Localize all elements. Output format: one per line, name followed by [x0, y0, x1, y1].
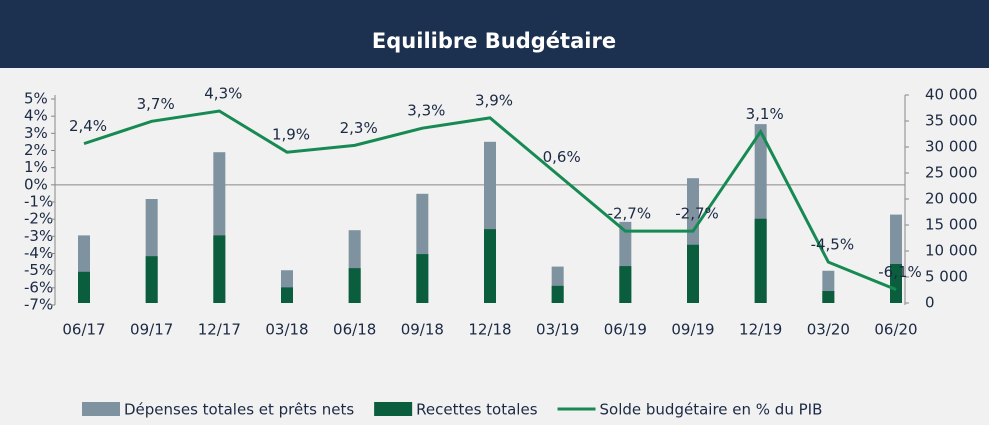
bar	[822, 291, 835, 303]
y2-tick-label: 15 000	[925, 216, 978, 234]
bar	[619, 266, 632, 303]
bar	[281, 287, 293, 303]
chart-title: Equilibre Budgétaire	[372, 29, 616, 53]
y-tick-label: 4%	[24, 107, 48, 125]
x-tick-label: 03/19	[536, 321, 579, 339]
data-label: -2,7%	[675, 205, 719, 223]
data-label: 3,1%	[746, 105, 784, 123]
bar	[348, 268, 361, 303]
y-tick-label: -3%	[24, 227, 53, 245]
data-label: 3,9%	[475, 91, 513, 109]
legend-label: Recettes totales	[416, 401, 538, 419]
y2-tick-label: 30 000	[925, 138, 978, 156]
y-tick-label: -1%	[24, 193, 53, 211]
x-tick-label: 06/19	[604, 321, 647, 339]
data-label: -2,7%	[608, 205, 652, 223]
legend-swatch	[374, 402, 413, 416]
legend-label: Dépenses totales et prêts nets	[124, 401, 354, 419]
legend-label: Solde budgétaire en % du PIB	[600, 401, 823, 419]
y-tick-label: 2%	[24, 141, 48, 159]
x-tick-label: 09/18	[401, 321, 444, 339]
x-tick-label: 03/20	[807, 321, 850, 339]
y2-tick-label: 5 000	[925, 268, 968, 286]
x-tick-label: 12/18	[468, 321, 511, 339]
y-tick-label: 0%	[24, 175, 48, 193]
y2-tick-label: 0	[925, 294, 935, 312]
header	[0, 0, 989, 68]
bar	[213, 235, 226, 303]
x-tick-label: 12/17	[198, 321, 241, 339]
line	[83, 109, 897, 291]
x-tick-label: 06/17	[62, 321, 105, 339]
data-label: 1,9%	[272, 126, 310, 144]
x-tick-label: 06/18	[333, 321, 376, 339]
data-label: -6,1%	[878, 263, 922, 281]
bar	[551, 285, 564, 303]
bar	[687, 244, 699, 303]
x-tick-label: 06/20	[874, 321, 917, 339]
data-label: 0,6%	[543, 148, 581, 166]
data-label: 3,7%	[137, 95, 175, 113]
bar	[145, 256, 158, 303]
x-tick-label: 09/19	[671, 321, 714, 339]
y2-tick-label: 35 000	[925, 112, 978, 130]
y-tick-label: -2%	[24, 210, 53, 228]
bar	[78, 271, 90, 303]
y-tick-label: -5%	[24, 261, 53, 279]
data-label: 2,4%	[69, 117, 107, 135]
y-tick-label: -7%	[24, 296, 53, 314]
data-label: 3,3%	[407, 102, 445, 120]
bar	[890, 264, 902, 303]
data-label: 4,3%	[204, 85, 242, 103]
x-tick-label: 03/18	[265, 321, 308, 339]
data-label: 2,3%	[340, 119, 378, 137]
bar	[754, 218, 767, 303]
y2-tick-label: 40 000	[925, 86, 978, 104]
y-tick-label: -4%	[24, 244, 53, 262]
y-tick-label: -6%	[24, 278, 53, 296]
data-label: -4,5%	[811, 236, 855, 254]
y2-tick-label: 10 000	[925, 242, 978, 260]
legend-swatch	[82, 402, 120, 416]
bar	[416, 254, 429, 303]
y-tick-label: 5%	[24, 90, 48, 108]
y2-tick-label: 25 000	[925, 164, 978, 182]
bar	[484, 229, 496, 303]
y-tick-label: 3%	[24, 124, 48, 142]
y2-tick-label: 20 000	[925, 190, 978, 208]
x-tick-label: 09/17	[130, 321, 173, 339]
x-tick-label: 12/19	[739, 321, 782, 339]
y-tick-label: 1%	[24, 158, 48, 176]
